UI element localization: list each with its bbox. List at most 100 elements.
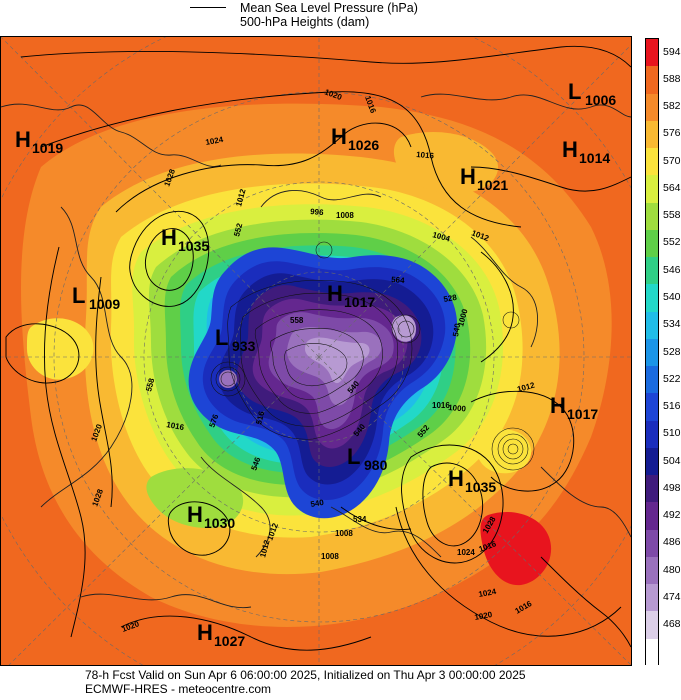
high-pressure-marker: H	[562, 137, 578, 162]
colorbar-label: 468	[663, 618, 681, 631]
pressure-value: 1014	[579, 150, 610, 166]
height-label: 564	[391, 275, 406, 285]
height-label: 528	[443, 293, 458, 304]
colorbar-swatch	[646, 529, 658, 557]
colorbar-label: 528	[663, 345, 681, 358]
high-pressure-marker: H	[448, 466, 464, 491]
colorbar-label: 504	[663, 454, 681, 467]
isobar-label: 1024	[205, 135, 225, 147]
pressure-value: 1026	[348, 137, 379, 153]
colorbar-swatch	[646, 39, 658, 67]
pressure-value: 1009	[89, 296, 120, 312]
height-fill-layer	[1, 37, 631, 665]
colorbar-label: 570	[663, 154, 681, 167]
colorbar-label: 486	[663, 536, 681, 549]
colorbar-label: 522	[663, 372, 681, 385]
pressure-value: 1035	[178, 238, 209, 254]
colorbar-label: 474	[663, 590, 681, 603]
isobar-label: 996	[310, 207, 325, 217]
legend-line-swatch	[190, 7, 226, 8]
colorbar-label: 546	[663, 263, 681, 276]
colorbar	[645, 38, 659, 666]
high-pressure-marker: H	[161, 225, 177, 250]
isobar-label: 1016	[416, 150, 435, 161]
coastlines	[1, 93, 631, 609]
height-label: 540	[451, 322, 462, 337]
isobar-label: 1020	[474, 610, 494, 622]
isobar-label: 1000	[448, 403, 467, 414]
high-pressure-marker: H	[550, 393, 566, 418]
caption: 78-h Fcst Valid on Sun Apr 6 06:00:00 20…	[85, 668, 526, 696]
pressure-value: 980	[364, 457, 388, 473]
height-label: 534	[353, 515, 367, 524]
colorbar-label: 510	[663, 427, 681, 440]
colorbar-swatch	[646, 556, 658, 584]
colorbar-swatch	[646, 120, 658, 148]
colorbar-swatch	[646, 420, 658, 448]
high-pressure-marker: H	[327, 281, 343, 306]
pressure-value: 1030	[204, 515, 235, 531]
low-pressure-marker: L	[72, 283, 85, 308]
colorbar-label: 498	[663, 481, 681, 494]
colorbar-swatch	[646, 93, 658, 121]
isobar-label: 1008	[336, 211, 354, 220]
isobars	[5, 45, 631, 651]
height-label: 540	[310, 498, 325, 509]
high-pressure-marker: H	[460, 164, 476, 189]
height-label: 576	[207, 413, 220, 429]
colorbar-label: 594	[663, 45, 681, 58]
pressure-value: 1035	[465, 479, 496, 495]
colorbar-label: 552	[663, 236, 681, 249]
height-label: 558	[290, 316, 304, 325]
high-pressure-marker: H	[331, 124, 347, 149]
isobar-label: 1016	[166, 420, 186, 432]
isobar-label: 1024	[457, 548, 475, 557]
legend-heights: 500-hPa Heights (dam)	[190, 14, 369, 29]
pressure-value: 1006	[585, 92, 616, 108]
polar-map: 1020 1016 1024 1016 1028 1012 996 1008 1004 1012 1…	[0, 36, 632, 666]
colorbar-label: 582	[663, 100, 681, 113]
colorbar-swatch	[646, 175, 658, 203]
colorbar-label: 576	[663, 127, 681, 140]
colorbar-swatch	[646, 311, 658, 339]
colorbar-swatch	[646, 393, 658, 421]
pressure-value: 1019	[32, 140, 63, 156]
pressure-value: 1021	[477, 177, 508, 193]
height-label: 516	[254, 410, 266, 426]
height-label: 558	[144, 377, 156, 393]
colorbar-swatch	[646, 338, 658, 366]
colorbar-label: 534	[663, 318, 681, 331]
caption-source: ECMWF-HRES - meteocentre.com	[85, 682, 272, 696]
legend-mslp: Mean Sea Level Pressure (hPa)	[190, 0, 418, 15]
colorbar-swatch	[646, 229, 658, 257]
height-label: 552	[232, 222, 244, 238]
colorbar-swatch	[646, 284, 658, 312]
high-pressure-marker: H	[187, 502, 203, 527]
graticule	[1, 37, 631, 665]
colorbar-swatch	[646, 584, 658, 612]
low-pressure-marker: L	[215, 325, 228, 350]
legend-mslp-label: Mean Sea Level Pressure (hPa)	[240, 0, 418, 15]
colorbar-swatch	[646, 66, 658, 94]
height-contours	[210, 241, 535, 471]
colorbar-swatch	[646, 611, 658, 639]
legend-heights-label: 500-hPa Heights (dam)	[240, 14, 370, 29]
colorbar-label: 540	[663, 290, 681, 303]
pressure-value: 933	[232, 338, 256, 354]
colorbar-label: 564	[663, 181, 681, 194]
high-pressure-marker: H	[15, 127, 31, 152]
pressure-value: 1027	[214, 633, 245, 649]
low-pressure-marker: L	[568, 79, 581, 104]
colorbar-swatch	[646, 366, 658, 394]
isobar-label: 1008	[335, 529, 353, 538]
low-pressure-marker: L	[347, 444, 360, 469]
high-pressure-marker: H	[197, 620, 213, 645]
caption-valid-time: 78-h Fcst Valid on Sun Apr 6 06:00:00 20…	[85, 668, 526, 682]
colorbar-swatch	[646, 475, 658, 503]
colorbar-label: 516	[663, 400, 681, 413]
pressure-value: 1017	[567, 406, 598, 422]
isobar-label: 1024	[478, 587, 498, 599]
colorbar-swatch	[646, 502, 658, 530]
colorbar-label: 480	[663, 563, 681, 576]
